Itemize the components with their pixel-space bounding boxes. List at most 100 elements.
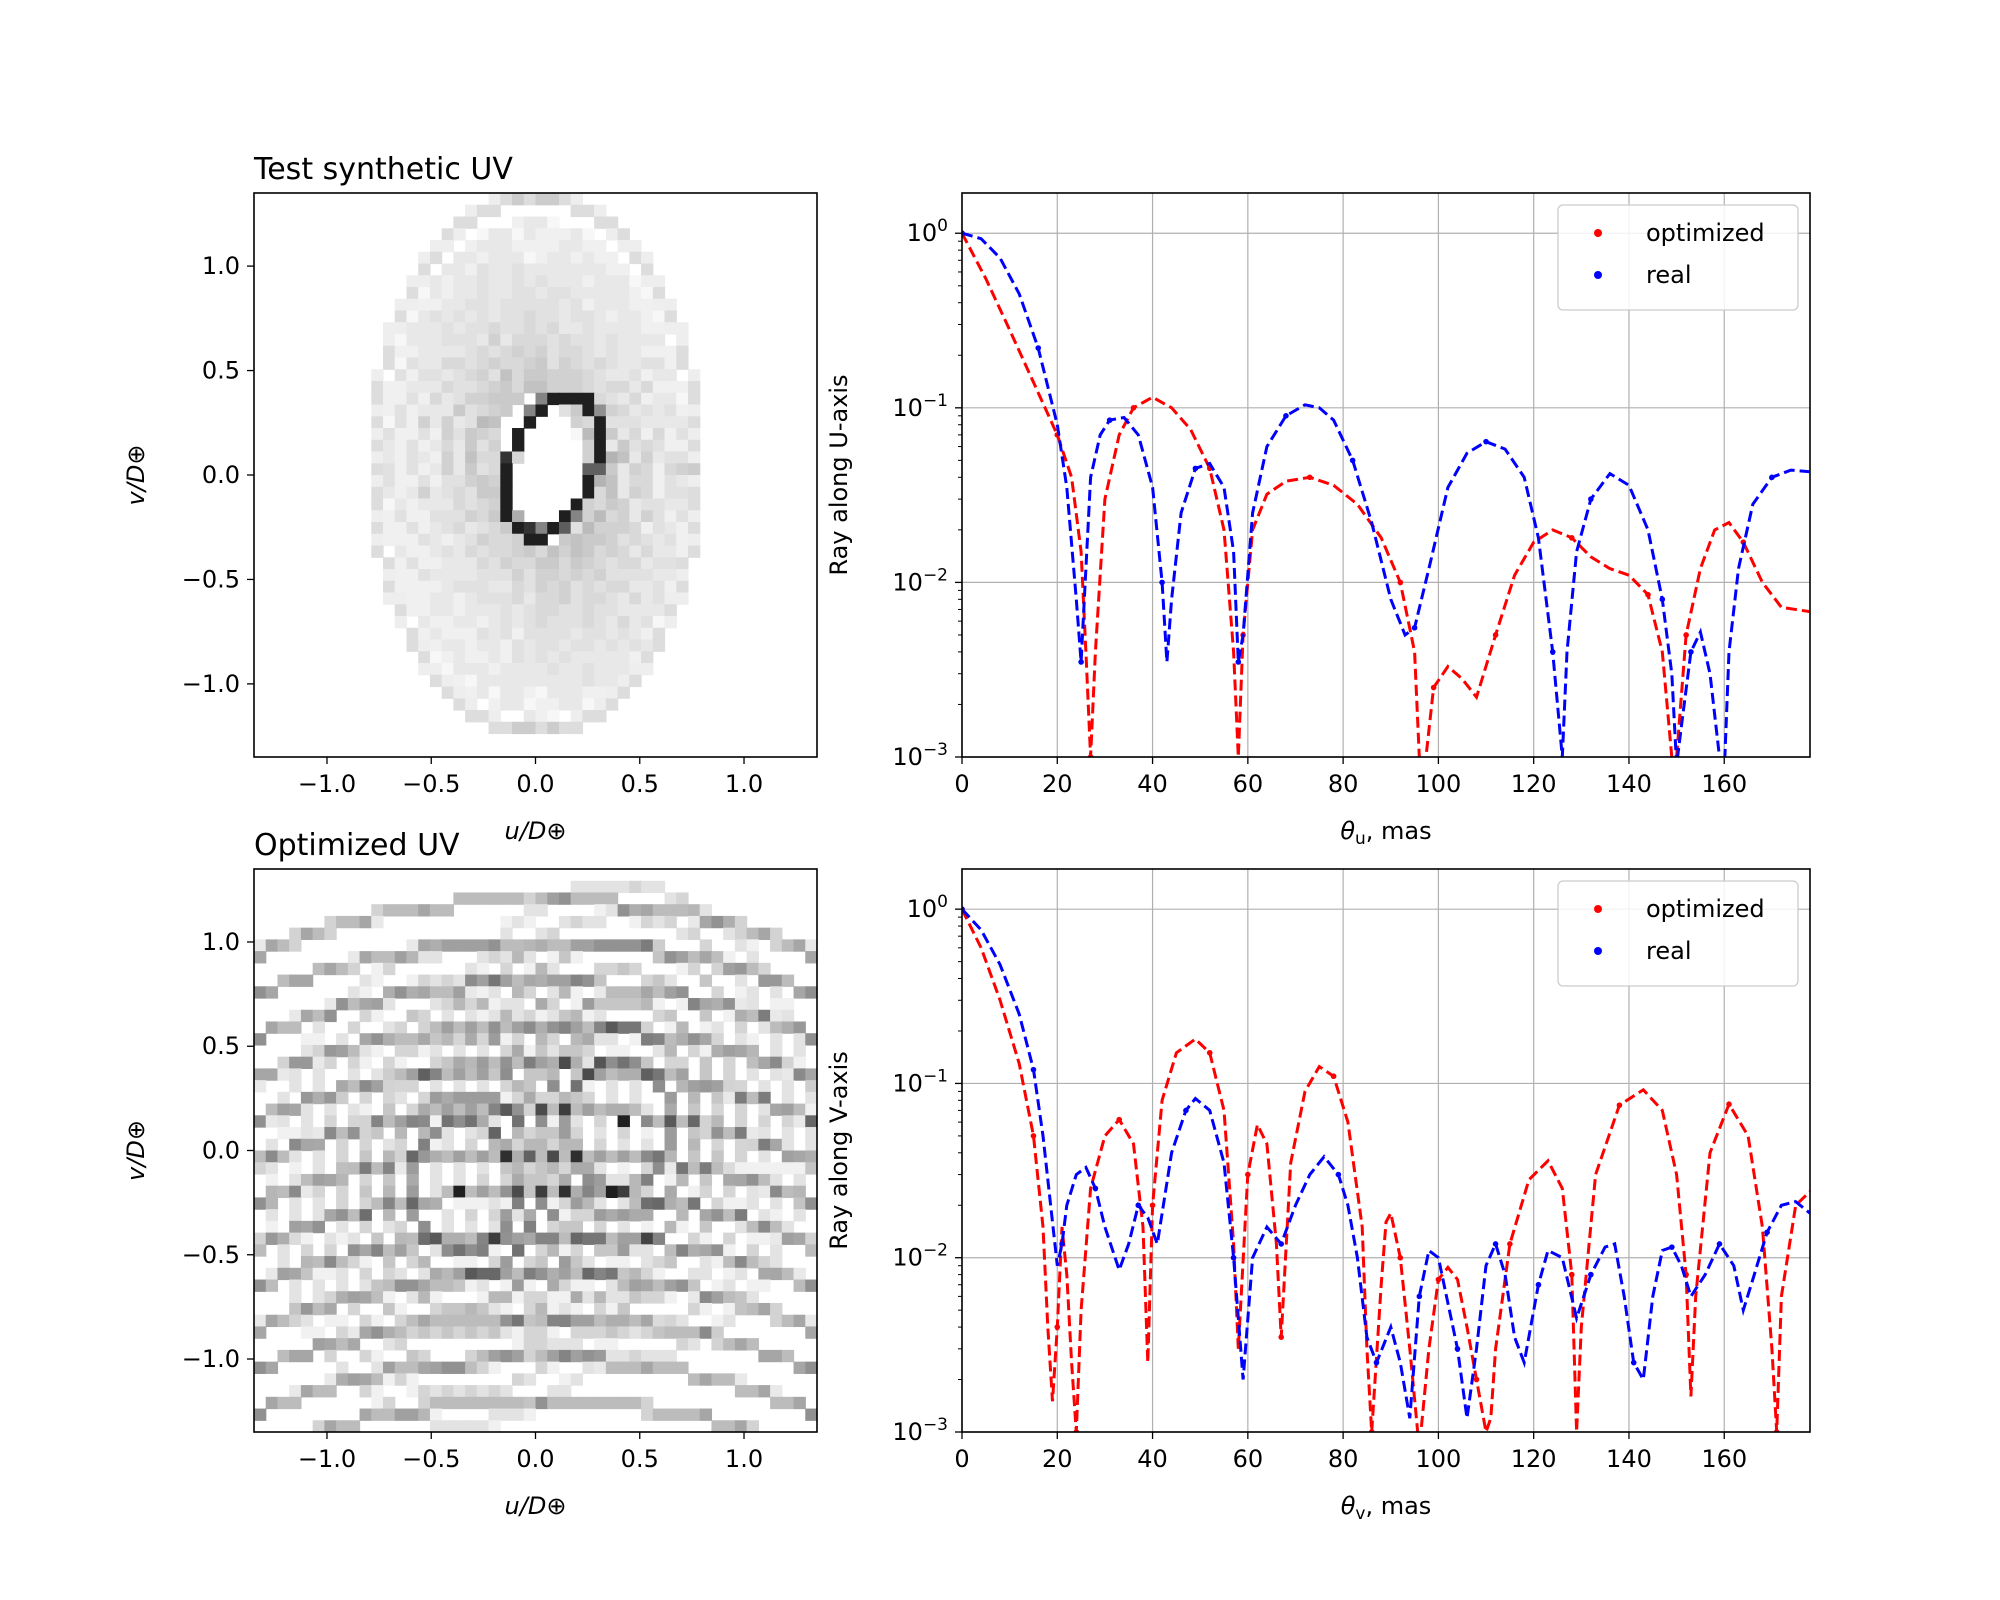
heatmap-cell — [512, 392, 525, 406]
heatmap-cell — [429, 1267, 443, 1281]
heatmap-cell — [488, 1408, 501, 1421]
heatmap-cell — [394, 1033, 408, 1046]
heatmap-cell — [371, 533, 384, 547]
heatmap-cell — [277, 1115, 290, 1128]
heatmap-cell — [488, 416, 501, 429]
heatmap-cell — [359, 1044, 372, 1058]
heatmap-cell — [371, 416, 384, 429]
heatmap-cell — [324, 1338, 337, 1351]
heatmap-cell — [617, 686, 630, 699]
heatmap-cell — [383, 1115, 396, 1128]
heatmap-cell — [641, 486, 654, 500]
heatmap-cell — [547, 962, 560, 976]
heatmap-cell — [570, 1091, 584, 1105]
heatmap-cell — [300, 1091, 314, 1105]
heatmap-cell — [265, 1162, 279, 1175]
heatmap-cell — [312, 1150, 325, 1163]
heatmap-cell — [535, 263, 548, 276]
heatmap-cell — [687, 1197, 701, 1210]
heatmap-cell — [629, 392, 642, 406]
heatmap-cell — [664, 498, 677, 511]
heatmap-cell — [746, 1279, 759, 1292]
heatmap-cell — [371, 522, 384, 535]
heatmap-cell — [711, 1115, 724, 1128]
heatmap-cell — [476, 1021, 490, 1034]
heatmap-cell — [605, 939, 619, 952]
heatmap-cell — [465, 428, 478, 441]
heatmap-cell — [641, 880, 654, 894]
heatmap-cell — [488, 1291, 501, 1304]
heatmap-cell — [383, 1220, 396, 1234]
heatmap-cell — [723, 1314, 736, 1328]
heatmap-cell — [394, 1326, 408, 1339]
heatmap-cell — [406, 974, 419, 987]
heatmap-cell — [687, 1138, 701, 1152]
heatmap-cell — [383, 1244, 396, 1257]
heatmap-cell — [347, 986, 361, 999]
heatmap-cell — [594, 416, 607, 429]
heatmap-cell — [793, 1232, 806, 1245]
heatmap-cell — [512, 986, 525, 999]
heatmap-cell — [582, 710, 595, 723]
heatmap-cell — [300, 927, 314, 940]
heatmap-cell — [488, 639, 501, 652]
heatmap-cell — [629, 522, 642, 535]
heatmap-cell — [770, 1232, 783, 1245]
heatmap-cell — [570, 686, 584, 699]
heatmap-cell — [453, 416, 466, 429]
heatmap-cell — [254, 1408, 267, 1421]
y-tick-label: 10−2 — [892, 1241, 948, 1272]
heatmap-cell — [476, 1326, 490, 1339]
heatmap-cell — [570, 557, 584, 570]
heatmap-cell — [641, 592, 654, 605]
heatmap-cell — [418, 369, 431, 382]
heatmap-cell — [617, 1326, 630, 1339]
heatmap-cell — [699, 1173, 713, 1187]
heatmap-cell — [770, 1056, 783, 1069]
heatmap-cell — [406, 1314, 419, 1328]
heatmap-cell — [547, 357, 560, 370]
heatmap-cell — [371, 451, 384, 464]
heatmap-cell — [512, 439, 525, 453]
heatmap-cell — [523, 904, 537, 917]
heatmap-cell — [582, 1209, 595, 1222]
heatmap-cell — [547, 710, 560, 723]
heatmap-cell — [793, 1185, 806, 1199]
heatmap-cell — [570, 1291, 584, 1304]
heatmap-cell — [383, 522, 396, 535]
heatmap-cell — [676, 1080, 689, 1093]
heatmap-cell — [406, 545, 419, 558]
heatmap-cell — [347, 1291, 361, 1304]
heatmap-cell — [254, 1244, 267, 1257]
heatmap-cell — [664, 404, 677, 417]
heatmap-cell — [641, 263, 654, 276]
heatmap-cell — [641, 1197, 654, 1210]
heatmap-cell — [687, 392, 701, 406]
heatmap-cell — [547, 1162, 560, 1175]
heatmap-cell — [429, 392, 443, 406]
heatmap-cell — [476, 522, 490, 535]
heatmap-cell — [336, 1314, 349, 1328]
heatmap-cell — [488, 892, 501, 905]
heatmap-cell — [289, 1080, 302, 1093]
heatmap-cell — [500, 392, 513, 406]
heatmap-cell — [336, 1420, 349, 1433]
heatmap-cell — [641, 1244, 654, 1257]
data-point-real — [1769, 474, 1775, 481]
heatmap-cell — [676, 962, 689, 976]
heatmap-cell — [570, 345, 584, 359]
heatmap-cell — [523, 334, 537, 347]
heatmap-cell — [594, 357, 607, 370]
heatmap-cell — [488, 204, 501, 218]
label-main: u/ — [505, 817, 531, 845]
heatmap-cell — [582, 674, 595, 688]
heatmap-cell — [500, 463, 513, 476]
heatmap-cell — [547, 1009, 560, 1023]
heatmap-cell — [805, 1033, 818, 1046]
heatmap-cell — [418, 439, 431, 453]
heatmap-cell — [394, 1220, 408, 1234]
heatmap-cell — [394, 439, 408, 453]
heatmap-cell — [558, 1314, 572, 1328]
heatmap-cell — [547, 310, 560, 323]
heatmap-cell — [617, 1279, 630, 1292]
